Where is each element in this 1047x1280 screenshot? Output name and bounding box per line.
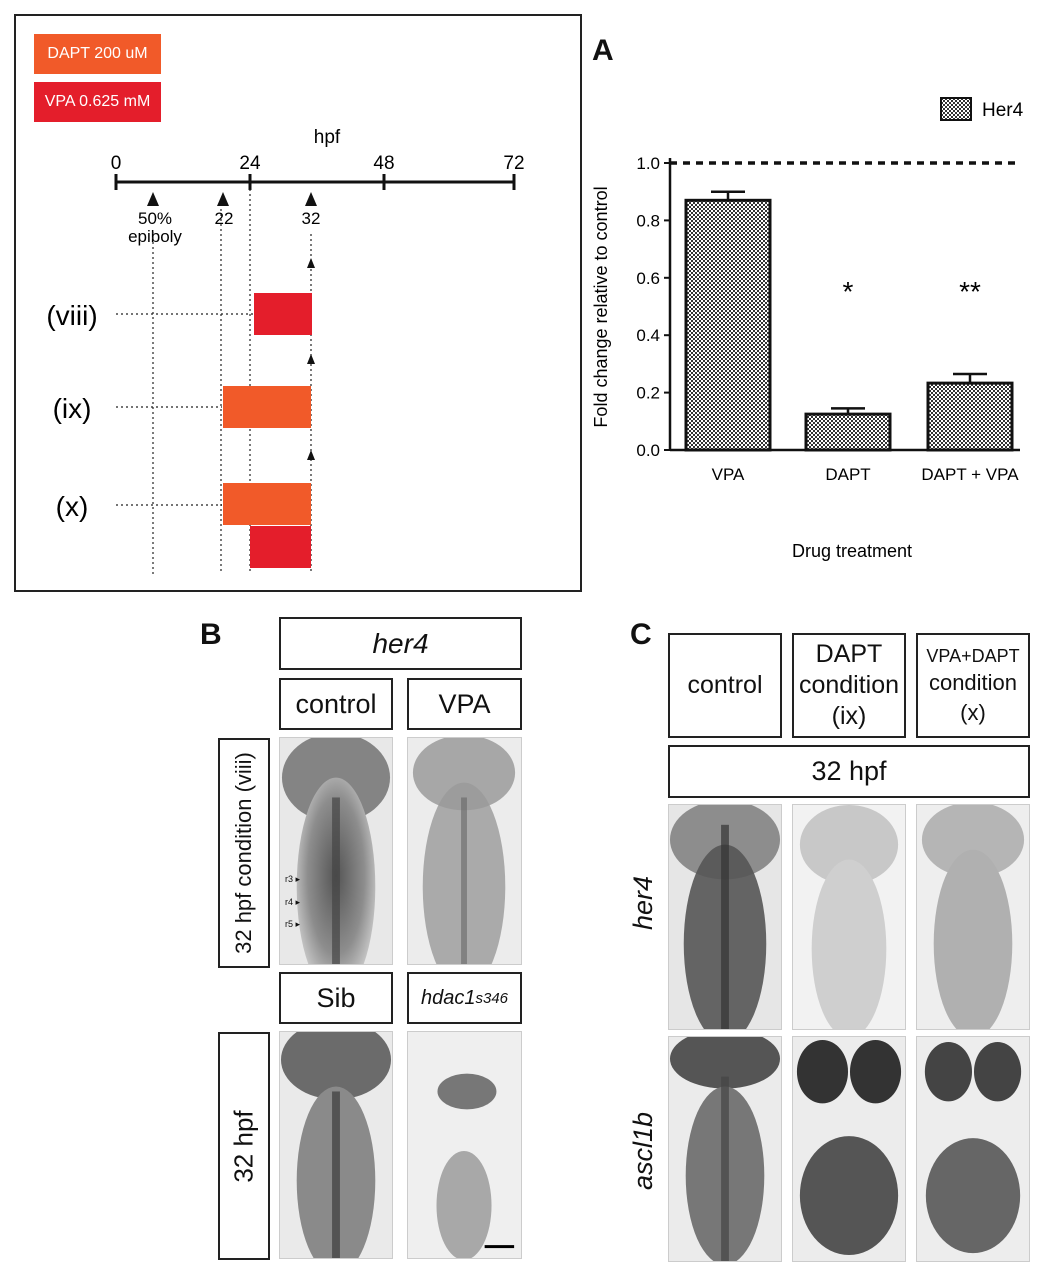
significance-1: *: [843, 276, 854, 307]
bar-ix-dapt: [223, 386, 311, 428]
micrograph-c-ascl1b-control: [668, 1036, 782, 1262]
timeline-axis-title: hpf: [314, 127, 341, 148]
marker-32: [305, 192, 317, 206]
panel-c-gene-ascl1b: ascl1b: [628, 1111, 658, 1190]
marker-22: [217, 192, 229, 206]
panel-b-col-sib: Sib: [279, 972, 393, 1024]
hdac1-superscript: s346: [475, 989, 509, 1007]
panel-c-letter: C: [630, 618, 652, 651]
y-tick-label-1.0: 1.0: [636, 154, 660, 173]
micrograph-b-control: [279, 737, 393, 965]
x-axis-label: Drug treatment: [792, 541, 912, 561]
micrograph-b-sib: [279, 1031, 393, 1259]
marker-epiboly-label: 50% epiboly: [128, 209, 182, 246]
timeline-tick-0: 0: [111, 153, 122, 174]
micrograph-c-ascl1b-vpa-dapt: [916, 1036, 1030, 1262]
significance-2: **: [959, 276, 981, 307]
panel-c-header-vpa-dapt: VPA+DAPT condition (x): [916, 633, 1030, 738]
y-tick-label-0.6: 0.6: [636, 269, 660, 288]
y-tick-label-0.2: 0.2: [636, 384, 660, 403]
x-tick-label-2: DAPT + VPA: [921, 465, 1019, 484]
panel-c-stage-header: 32 hpf: [668, 745, 1030, 798]
timeline-tick-24: 24: [239, 153, 261, 174]
marker-32-label: 32: [302, 209, 321, 228]
timeline-graphic: hpf 0 24 48 72 50% epiboly 22 32 (viii) (…: [46, 127, 525, 574]
micrograph-c-ascl1b-dapt: [792, 1036, 906, 1262]
legend-dapt: DAPT 200 uM: [34, 34, 161, 74]
timeline-panel: [14, 14, 582, 592]
micrograph-c-her4-vpa-dapt: [916, 804, 1030, 1030]
condition-ix: (ix): [53, 393, 92, 424]
bar-vpa: [684, 198, 772, 452]
panel-a-letter: A: [592, 34, 614, 67]
x-tick-label-1: DAPT: [825, 465, 870, 484]
legend-label: Her4: [982, 100, 1024, 121]
y-tick-label-0.4: 0.4: [636, 326, 660, 345]
bar-dapt-vpa: [926, 381, 1014, 452]
hdac1-label: hdac1: [420, 986, 476, 1009]
y-axis-label: Fold change relative to control: [591, 186, 611, 427]
rhombomere-r3: r3 ▸: [285, 874, 301, 884]
micrograph-b-hdac1: [407, 1031, 522, 1259]
timeline-tick-48: 48: [373, 153, 394, 174]
legend-swatch: [940, 97, 972, 121]
marker-epiboly: [147, 192, 159, 206]
condition-x: (x): [56, 491, 89, 522]
rhombomere-r4: r4 ▸: [285, 897, 301, 907]
y-tick-label-0.8: 0.8: [636, 211, 660, 230]
panel-b-gene-header: her4: [279, 617, 522, 670]
micrograph-c-her4-dapt: [792, 804, 906, 1030]
panel-b-row1-label-text: 32 hpf condition (viii): [231, 752, 256, 954]
panel-b-col-vpa: VPA: [407, 678, 522, 730]
marker-22-label: 22: [215, 209, 234, 228]
timeline-tick-72: 72: [503, 153, 524, 174]
bar-x-dapt: [223, 483, 311, 525]
micrograph-b-vpa: [407, 737, 522, 965]
panel-b-row1-label: 32 hpf condition (viii): [218, 738, 270, 968]
bar-dapt: [804, 412, 892, 452]
panel-c-header-control: control: [668, 633, 782, 738]
panel-c-header-dapt: DAPT condition (ix): [792, 633, 906, 738]
panel-b-col-control: control: [279, 678, 393, 730]
panel-c-gene-her4: her4: [628, 875, 658, 930]
panel-b-col-hdac1: hdac1 s346: [407, 972, 522, 1024]
panel-a-chart: 0.0 0.2 0.4 0.6 0.8 1.0 VPA DAPT * DAPT + VPA ** Fo…: [591, 97, 1024, 561]
legend-vpa: VPA 0.625 mM: [34, 82, 161, 122]
y-tick-label-0.0: 0.0: [636, 441, 660, 460]
panel-b-letter: B: [200, 618, 222, 651]
panel-b-row2-label: 32 hpf: [218, 1032, 270, 1260]
rhombomere-r5: r5 ▸: [285, 919, 301, 929]
panel-b-row2-label-text: 32 hpf: [228, 1109, 259, 1183]
condition-viii: (viii): [46, 300, 97, 331]
micrograph-c-her4-control: [668, 804, 782, 1030]
x-tick-label-0: VPA: [712, 465, 745, 484]
bar-x-vpa: [250, 526, 311, 568]
bar-viii-vpa: [254, 293, 312, 335]
